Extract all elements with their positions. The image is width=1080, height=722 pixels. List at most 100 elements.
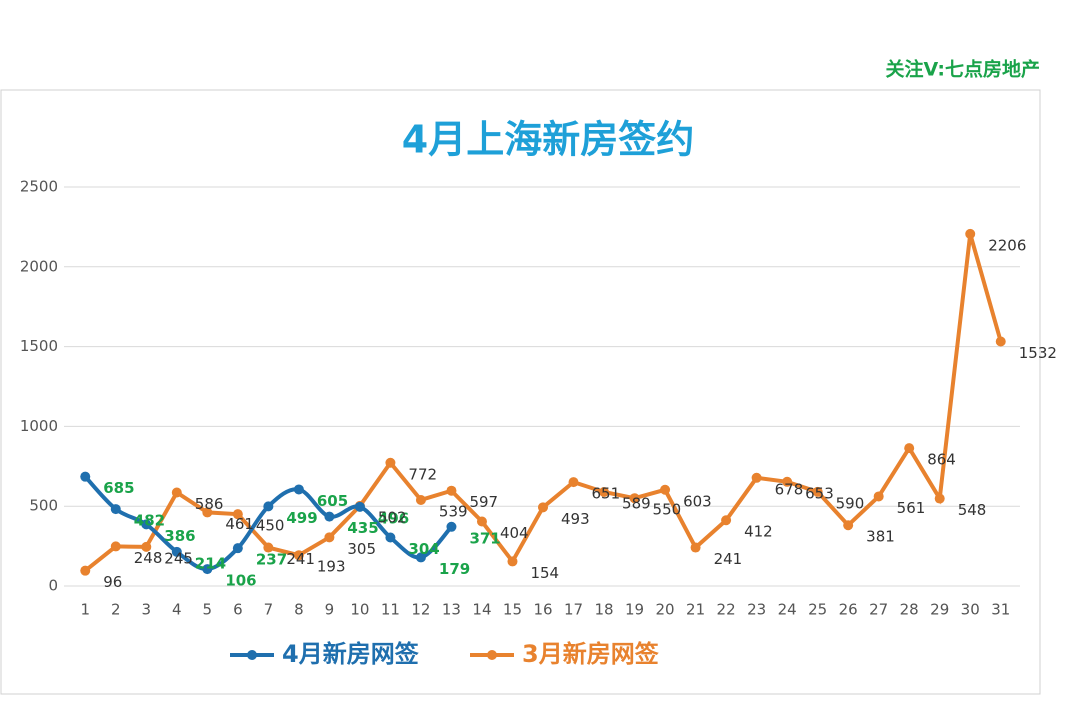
data-label: 772 <box>408 465 437 483</box>
data-label: 241 <box>286 550 315 568</box>
x-tick-label: 15 <box>503 601 522 619</box>
data-point <box>995 336 1006 347</box>
data-label: 371 <box>469 529 500 547</box>
x-tick-label: 1 <box>80 601 90 619</box>
data-point <box>690 542 701 553</box>
series-line <box>84 233 1003 573</box>
data-label: 603 <box>683 492 712 510</box>
data-point <box>232 509 243 520</box>
x-tick-label: 4 <box>172 601 182 619</box>
data-label: 548 <box>958 501 987 519</box>
data-point <box>141 519 152 530</box>
data-label: 450 <box>256 517 285 535</box>
y-tick-label: 2500 <box>20 178 58 196</box>
legend-label: 3月新房网签 <box>522 640 660 668</box>
y-tick-label: 2000 <box>20 257 58 275</box>
data-label: 214 <box>195 554 226 572</box>
x-tick-label: 16 <box>533 601 552 619</box>
data-point <box>263 542 274 553</box>
x-tick-label: 26 <box>839 601 858 619</box>
data-point <box>293 484 304 495</box>
y-tick-label: 500 <box>29 497 58 515</box>
data-label: 305 <box>347 540 376 558</box>
data-point <box>80 471 91 482</box>
data-point <box>568 477 579 488</box>
data-label: 2206 <box>988 236 1026 254</box>
data-label: 597 <box>469 493 498 511</box>
data-label: 864 <box>927 451 956 469</box>
x-tick-label: 31 <box>991 601 1010 619</box>
data-point <box>660 484 671 495</box>
data-point <box>171 487 182 498</box>
x-tick-label: 14 <box>472 601 491 619</box>
data-label: 154 <box>530 564 559 582</box>
y-tick-label: 1500 <box>20 337 58 355</box>
data-label: 412 <box>744 523 773 541</box>
data-label: 653 <box>805 484 834 502</box>
data-point <box>812 486 823 497</box>
data-label: 502 <box>378 508 407 526</box>
data-point <box>721 515 732 526</box>
data-point <box>934 493 945 504</box>
data-label: 96 <box>103 573 122 591</box>
data-label: 590 <box>836 494 865 512</box>
data-label: 539 <box>439 502 468 520</box>
data-point <box>629 493 640 504</box>
data-point <box>202 507 213 518</box>
x-tick-label: 19 <box>625 601 644 619</box>
y-tick-label: 1000 <box>20 417 58 435</box>
data-point <box>904 443 915 454</box>
data-point <box>507 556 518 567</box>
data-point <box>751 472 762 483</box>
chart-title: 4月上海新房签约 <box>402 118 694 162</box>
x-tick-label: 3 <box>142 601 152 619</box>
x-tick-label: 2 <box>111 601 121 619</box>
x-tick-label: 30 <box>961 601 980 619</box>
data-point <box>171 546 182 557</box>
data-label: 193 <box>317 558 346 576</box>
data-label: 496 <box>378 509 409 527</box>
legend-label: 4月新房网签 <box>282 640 420 668</box>
data-point <box>110 504 121 515</box>
data-label: 550 <box>653 501 682 519</box>
data-label: 499 <box>286 509 317 527</box>
data-label: 404 <box>500 524 529 542</box>
data-label: 685 <box>103 479 134 497</box>
data-point <box>263 501 274 512</box>
x-tick-label: 23 <box>747 601 766 619</box>
data-label: 435 <box>347 519 378 537</box>
data-point <box>385 457 396 468</box>
data-point <box>843 520 854 531</box>
data-point <box>782 476 793 487</box>
legend-marker <box>247 650 257 660</box>
x-tick-label: 9 <box>325 601 335 619</box>
x-tick-label: 29 <box>930 601 949 619</box>
data-label: 561 <box>897 499 926 517</box>
data-label: 605 <box>317 492 348 510</box>
data-point <box>324 511 335 522</box>
data-point <box>293 550 304 561</box>
data-label: 304 <box>408 540 439 558</box>
x-tick-label: 7 <box>264 601 274 619</box>
x-tick-label: 27 <box>869 601 888 619</box>
data-label: 678 <box>775 480 804 498</box>
data-point <box>80 565 91 576</box>
data-point <box>141 541 152 552</box>
x-tick-label: 8 <box>294 601 304 619</box>
data-label: 248 <box>134 549 163 567</box>
x-tick-label: 24 <box>778 601 797 619</box>
x-tick-label: 10 <box>350 601 369 619</box>
data-label: 482 <box>134 512 165 530</box>
data-point <box>415 494 426 505</box>
x-tick-label: 11 <box>381 601 400 619</box>
data-point <box>599 486 610 497</box>
x-tick-label: 22 <box>717 601 736 619</box>
watermark: 关注V:七点房地产 <box>886 58 1040 81</box>
data-label: 1532 <box>1019 344 1057 362</box>
data-point <box>110 541 121 552</box>
data-point <box>385 532 396 543</box>
y-tick-label: 0 <box>48 577 58 595</box>
data-point <box>476 516 487 527</box>
data-point <box>202 564 213 575</box>
data-label: 106 <box>225 572 256 590</box>
